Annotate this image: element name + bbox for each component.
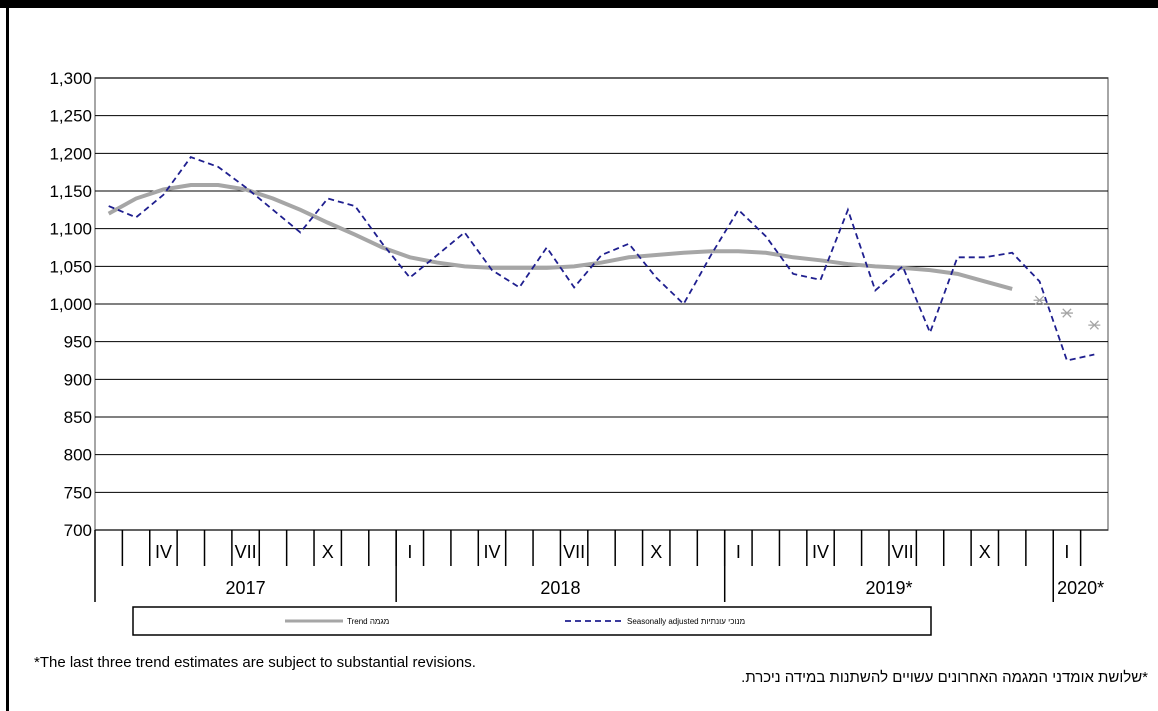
x-tick-label: X (979, 542, 991, 562)
y-tick-label: 750 (64, 483, 92, 502)
y-tick-label: 1,050 (49, 257, 92, 276)
series-line (108, 156, 1095, 362)
year-label: 2020* (1057, 578, 1104, 598)
x-tick-label: X (322, 542, 334, 562)
year-label: 2017 (226, 578, 266, 598)
year-label: 2019* (865, 578, 912, 598)
x-tick-label: VII (563, 542, 585, 562)
note-right: *שלושת אומדני המגמה האחרונים עשויים להשת… (741, 669, 1148, 686)
x-tick-label: IV (483, 542, 500, 562)
y-tick-label: 1,200 (49, 144, 92, 163)
x-tick-label: VII (235, 542, 257, 562)
legend-label: Trend מגמה (347, 617, 389, 626)
x-tick-label: IV (812, 542, 829, 562)
provisional-marker (1033, 295, 1046, 305)
frame-top (0, 0, 1158, 8)
x-tick-label: I (736, 542, 741, 562)
y-tick-label: 1,100 (49, 220, 92, 239)
note-left: *The last three trend estimates are subj… (34, 654, 476, 671)
provisional-marker (1060, 308, 1073, 318)
legend-label: Seasonally adjusted מנוכי עונתיות (627, 617, 745, 626)
frame-left (6, 0, 9, 711)
x-tick-label: I (1064, 542, 1069, 562)
y-tick-label: 1,250 (49, 107, 92, 126)
y-tick-label: 1,300 (49, 69, 92, 88)
y-tick-label: 950 (64, 333, 92, 352)
x-tick-label: VII (892, 542, 914, 562)
y-tick-label: 800 (64, 446, 92, 465)
series-line (107, 182, 1013, 291)
y-tick-label: 700 (64, 521, 92, 540)
x-tick-label: X (650, 542, 662, 562)
legend-box (132, 606, 932, 636)
y-tick-label: 900 (64, 370, 92, 389)
y-tick-label: 1,000 (49, 295, 92, 314)
x-tick-label: I (407, 542, 412, 562)
y-tick-label: 850 (64, 408, 92, 427)
x-tick-label: IV (155, 542, 172, 562)
y-tick-label: 1,150 (49, 182, 92, 201)
year-label: 2018 (540, 578, 580, 598)
provisional-marker (1088, 320, 1101, 330)
